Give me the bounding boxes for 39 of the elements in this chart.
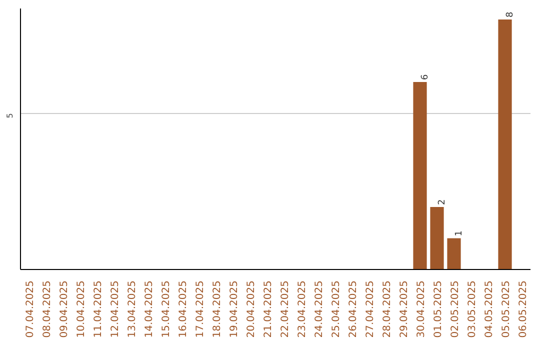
data-label: 6: [420, 74, 430, 80]
y-tick-label: 5: [6, 113, 14, 118]
data-label: 1: [454, 230, 464, 236]
x-tick-label: 15.04.2025: [161, 280, 172, 338]
x-tick-label: 20.04.2025: [246, 280, 257, 338]
x-tick-label: 19.04.2025: [229, 280, 240, 338]
data-label: 8: [506, 11, 516, 18]
data-label: 2: [438, 199, 448, 205]
x-tick-label: 30.04.2025: [416, 280, 427, 338]
x-tick-label: 28.04.2025: [382, 280, 393, 338]
bar: [447, 238, 461, 270]
x-tick-label: 11.04.2025: [93, 280, 104, 338]
x-tick-label: 02.05.2025: [450, 280, 461, 338]
x-tick-label: 18.04.2025: [212, 280, 223, 338]
x-tick-label: 03.05.2025: [467, 280, 478, 338]
x-tick-label: 13.04.2025: [127, 280, 138, 338]
x-tick-label: 17.04.2025: [195, 280, 206, 338]
x-tick-label: 23.04.2025: [297, 280, 308, 338]
x-tick-label: 29.04.2025: [399, 280, 410, 338]
x-tick-label: 25.04.2025: [331, 280, 342, 338]
x-tick-label: 16.04.2025: [178, 280, 189, 338]
x-tick-label: 04.05.2025: [484, 280, 495, 338]
x-tick-label: 24.04.2025: [314, 280, 325, 338]
x-tick-label: 01.05.2025: [433, 280, 444, 338]
bar: [498, 19, 512, 270]
x-tick-label: 09.04.2025: [59, 280, 70, 338]
bar: [413, 82, 427, 270]
x-tick-label: 21.04.2025: [263, 280, 274, 338]
x-tick-label: 22.04.2025: [280, 280, 291, 338]
x-tick-label: 12.04.2025: [110, 280, 121, 338]
x-tick-label: 06.05.2025: [518, 280, 529, 338]
x-tick-label: 07.04.2025: [25, 280, 36, 338]
x-tick-label: 08.04.2025: [42, 280, 53, 338]
bar: [430, 206, 444, 270]
x-tick-label: 27.04.2025: [365, 280, 376, 338]
x-tick-label: 05.05.2025: [501, 280, 512, 338]
x-tick-label: 10.04.2025: [76, 280, 87, 338]
x-tick-label: 26.04.2025: [348, 280, 359, 338]
x-tick-label: 14.04.2025: [144, 280, 155, 338]
